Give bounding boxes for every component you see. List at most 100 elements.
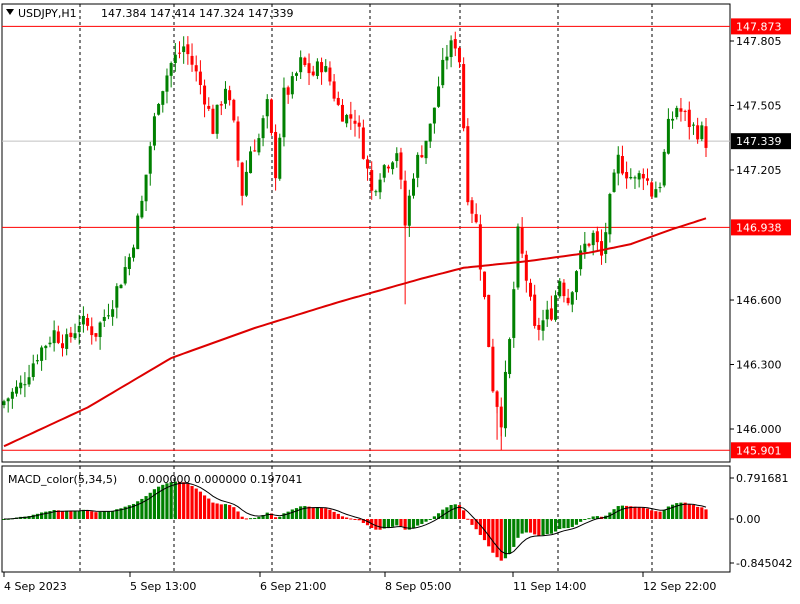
- candle-body: [69, 332, 73, 338]
- ohlc-values: 147.384 147.414 147.324 147.339: [101, 7, 293, 20]
- macd-bar: [357, 519, 361, 521]
- macd-bar: [223, 504, 228, 519]
- macd-bar: [169, 482, 173, 519]
- macd-bar: [662, 509, 666, 519]
- macd-bar: [391, 519, 395, 527]
- macd-bar: [541, 519, 545, 536]
- candle-body: [499, 406, 503, 428]
- macd-bar: [583, 519, 587, 520]
- macd-bar: [361, 519, 365, 523]
- candle-body: [320, 62, 324, 73]
- macd-bar: [353, 519, 357, 520]
- macd-bar: [136, 501, 140, 519]
- candle-body: [608, 194, 612, 235]
- macd-bar: [261, 515, 265, 519]
- candle-body: [307, 63, 311, 74]
- main-pane-frame: [1, 3, 731, 463]
- candle-body: [115, 286, 119, 308]
- candle-body: [541, 320, 545, 331]
- candle-body: [445, 56, 449, 61]
- candle-body: [299, 57, 303, 73]
- candle-body: [378, 179, 382, 193]
- candle-body: [449, 40, 453, 58]
- macd-bar: [566, 519, 570, 529]
- macd-bar: [399, 519, 403, 527]
- macd-bar: [140, 498, 144, 519]
- triangle-down-icon[interactable]: [6, 9, 14, 15]
- macd-bar: [365, 519, 370, 526]
- candle-body: [6, 398, 10, 402]
- macd-bar: [420, 519, 424, 524]
- macd-bar: [520, 519, 524, 534]
- candle-body: [169, 63, 173, 76]
- candle-body: [462, 64, 466, 129]
- y-tick-label: 146.600: [736, 294, 782, 307]
- candle-body: [583, 243, 587, 252]
- macd-bar: [52, 510, 56, 519]
- macd-bar: [324, 508, 328, 519]
- candle-body: [178, 52, 181, 54]
- macd-bar: [286, 511, 290, 519]
- macd-signal-line: [3, 482, 707, 555]
- x-tick-label: 11 Sep 14:00: [513, 580, 586, 593]
- candle-body: [31, 363, 35, 378]
- macd-bar: [161, 484, 165, 519]
- candle-body: [386, 166, 390, 169]
- candle-body: [94, 333, 98, 337]
- candle-body: [529, 282, 532, 297]
- hline-price-tag: [731, 18, 791, 35]
- macd-bar: [491, 519, 495, 553]
- candle-body: [629, 176, 633, 179]
- macd-bar: [374, 519, 378, 530]
- macd-bar: [499, 519, 503, 561]
- candle-body: [428, 123, 432, 142]
- macd-bar: [119, 508, 123, 519]
- macd-bar: [386, 519, 391, 528]
- macd-bar: [73, 510, 77, 519]
- candle-body: [374, 191, 378, 193]
- macd-bar: [294, 508, 299, 519]
- macd-bar: [182, 482, 186, 519]
- candle-body: [274, 131, 278, 179]
- macd-bar: [562, 519, 566, 529]
- macd-bar: [524, 519, 528, 533]
- candle-body: [691, 124, 695, 126]
- macd-bar: [77, 510, 81, 519]
- candle-body: [420, 155, 424, 158]
- candle-body: [27, 377, 31, 385]
- candle-body: [340, 104, 344, 122]
- candle-body: [512, 289, 516, 338]
- candle-body: [282, 87, 286, 138]
- candle-body: [641, 173, 645, 179]
- x-tick-label: 5 Sep 13:00: [130, 580, 196, 593]
- candle-body: [537, 325, 541, 330]
- candle-body: [495, 391, 499, 407]
- macd-bar: [503, 519, 508, 559]
- candle-body: [257, 138, 261, 153]
- candle-body: [412, 178, 415, 196]
- macd-bar: [232, 507, 236, 519]
- macd-bar: [453, 504, 457, 519]
- candle-body: [453, 39, 457, 49]
- macd-bar: [378, 519, 382, 530]
- macd-bar: [654, 511, 658, 519]
- macd-bar: [94, 512, 98, 519]
- macd-bar: [679, 502, 683, 519]
- candle-body: [127, 257, 131, 269]
- x-tick-label: 8 Sep 05:00: [385, 580, 451, 593]
- macd-bar: [202, 495, 207, 519]
- macd-bar: [487, 519, 491, 547]
- candle-body: [253, 150, 257, 152]
- macd-bar: [612, 509, 616, 519]
- macd-bar: [395, 519, 399, 526]
- macd-bar: [457, 505, 462, 519]
- candle-body: [10, 391, 14, 399]
- macd-bar: [40, 512, 44, 519]
- macd-bar: [44, 511, 48, 519]
- candle-body: [353, 120, 357, 124]
- macd-tick-label: 0.00: [736, 513, 761, 526]
- candle-body: [345, 114, 349, 124]
- candle-body: [407, 195, 411, 226]
